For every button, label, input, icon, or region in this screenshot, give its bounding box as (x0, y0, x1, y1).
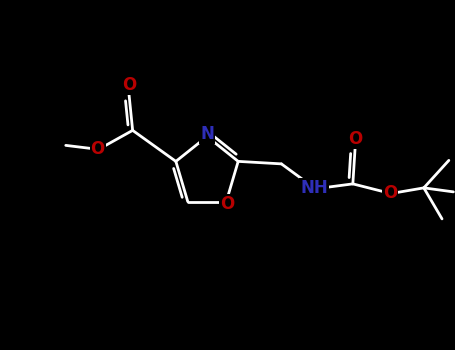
Text: N: N (200, 125, 214, 143)
Text: O: O (348, 130, 362, 148)
Text: O: O (91, 140, 105, 159)
Text: O: O (383, 184, 397, 202)
Text: NH: NH (300, 179, 328, 197)
Text: O: O (220, 195, 234, 213)
Text: O: O (122, 76, 136, 94)
